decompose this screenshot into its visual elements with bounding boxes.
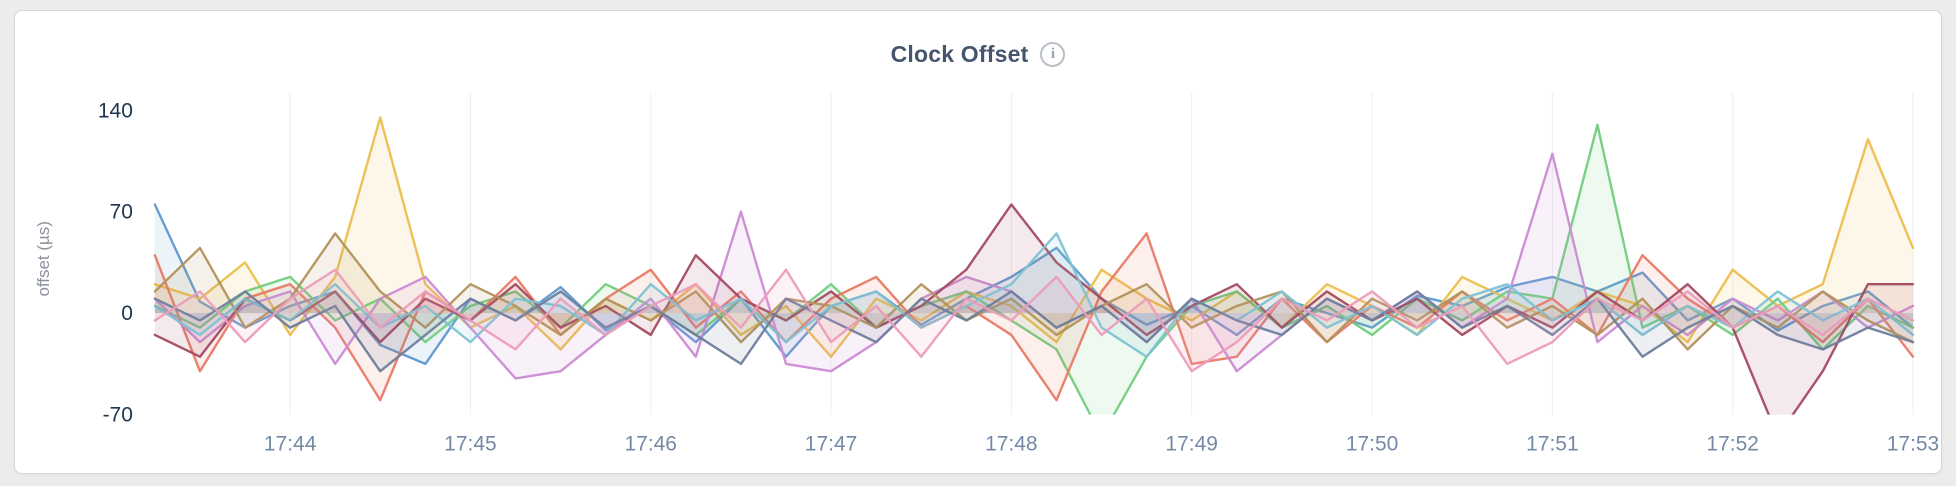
series-area-gold (154, 117, 1913, 357)
x-tick-label: 17:45 (444, 433, 496, 456)
series-area-green (154, 124, 1913, 415)
page-background: Clock Offset i -70 0 70 140 17:44 17:45 17:46 1… (0, 10, 1956, 486)
x-tick-label: 17:52 (1706, 433, 1758, 456)
series-line-slate (153, 290, 1915, 373)
chart-area: -70 0 70 140 17:44 17:45 17:46 17:47 17:48 17:49 1… (15, 71, 1941, 465)
x-tick-label: 17:51 (1526, 433, 1578, 456)
series-line-blue (153, 203, 1915, 366)
series-area-pink (154, 269, 1913, 372)
y-tick-label: 0 (121, 302, 133, 325)
chart-header: Clock Offset i (15, 37, 1941, 71)
series-area-olive (154, 233, 1913, 350)
y-axis-label: offset (µs) (34, 221, 53, 296)
x-tick-label: 17:47 (805, 433, 857, 456)
series-area-blue (154, 204, 1913, 364)
x-tick-label: 17:46 (625, 433, 677, 456)
y-tick-label: 140 (98, 99, 133, 122)
info-icon[interactable]: i (1040, 41, 1066, 67)
series-line-maroon (153, 203, 1915, 415)
x-tick-label: 17:48 (985, 433, 1037, 456)
series-line-teal (153, 232, 1915, 358)
x-tick-label: 17:53 (1887, 433, 1939, 456)
clock-offset-chart[interactable]: -70 0 70 140 17:44 17:45 17:46 17:47 17:48 17:49 1… (15, 85, 1941, 465)
y-tick-label: -70 (103, 404, 133, 427)
x-tick-label: 17:50 (1346, 433, 1398, 456)
x-tick-label: 17:49 (1165, 433, 1217, 456)
chart-title: Clock Offset (890, 40, 1029, 67)
series-area-orchid (154, 153, 1913, 379)
x-tick-label: 17:44 (264, 433, 317, 456)
chart-card: Clock Offset i -70 0 70 140 17:44 17:45 17:46 1… (14, 10, 1942, 474)
series-line-pink (153, 268, 1915, 373)
y-tick-label: 70 (110, 201, 133, 224)
